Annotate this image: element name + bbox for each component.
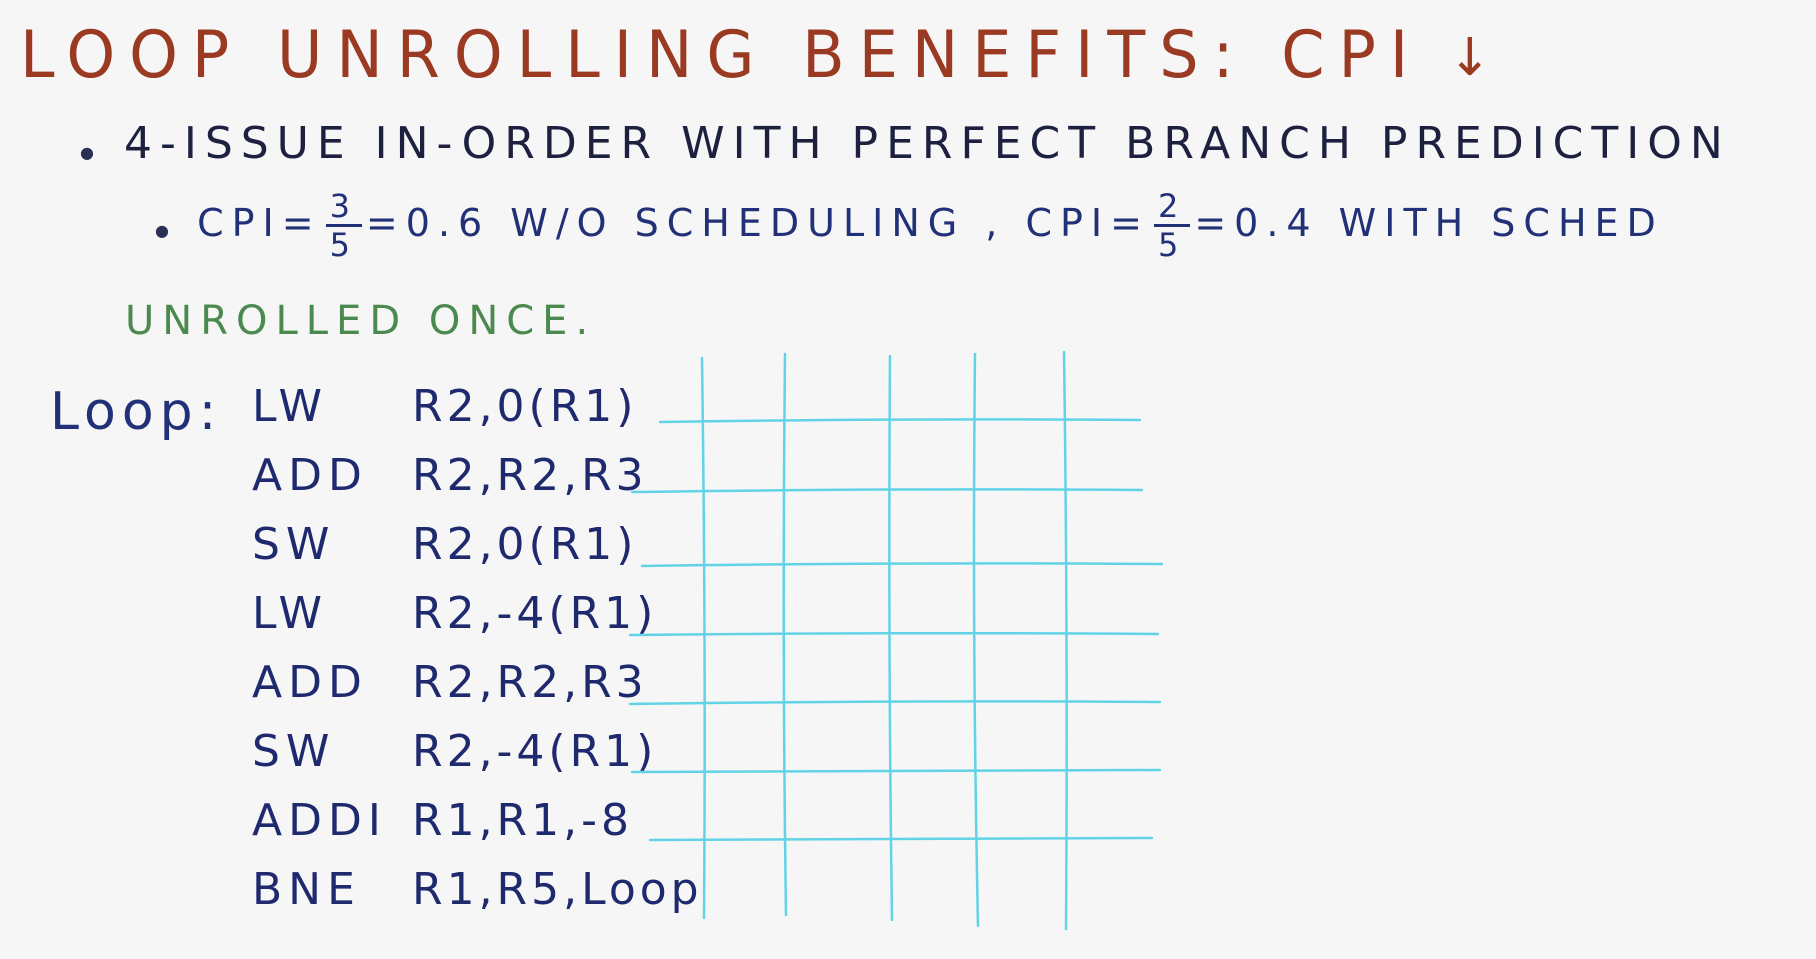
opcode: SW — [252, 519, 336, 570]
operands: R2,-4(R1) — [412, 588, 658, 639]
cpi-result: =0.6 W/O SCHEDULING , — [365, 201, 1006, 245]
operands: R2,-4(R1) — [412, 726, 658, 777]
grid-row-line — [648, 836, 1154, 842]
loop-label: Loop: — [50, 382, 223, 442]
cpi-label: CPI= — [197, 201, 322, 245]
opcode: SW — [252, 726, 336, 777]
bullet-issue-text: 4-ISSUE IN-ORDER WITH PERFECT BRANCH PRE… — [123, 118, 1731, 169]
code-line: LW R2,0(R1) — [252, 372, 703, 441]
code-line: ADD R2,R2,R3 — [252, 648, 703, 717]
operands: R1,R1,-8 — [412, 795, 633, 846]
operands: R2,R2,R3 — [412, 450, 648, 501]
operands: R2,0(R1) — [412, 519, 638, 570]
schedule-grid — [628, 350, 1164, 930]
bullet-dot-icon: ● — [80, 143, 102, 162]
grid-row-line — [630, 488, 1144, 494]
grid-column-line — [888, 354, 894, 922]
fraction-denominator: 5 — [1157, 226, 1187, 264]
opcode: BNE — [252, 864, 361, 915]
code-line: LW R2,-4(R1) — [252, 579, 703, 648]
opcode: ADD — [252, 450, 368, 501]
fraction-denominator: 5 — [329, 226, 358, 264]
grid-row-line — [658, 418, 1142, 424]
grid-column-line — [1062, 350, 1068, 930]
bullet-dot-icon: ● — [155, 221, 177, 240]
grid-column-line — [972, 352, 980, 928]
cpi-result: =0.4 WITH SCHED — [1194, 201, 1664, 245]
cpi-label: CPI= — [1025, 201, 1150, 245]
code-listing: LW R2,0(R1) ADD R2,R2,R3 SW R2,0(R1) LW … — [252, 372, 703, 924]
grid-row-line — [628, 631, 1160, 637]
bullet-cpi: ● CPI= 3 5 =0.6 W/O SCHEDULING , CPI= 2 5 =0.4… — [155, 190, 1664, 261]
operands: R1,R5,Loop — [412, 864, 703, 915]
code-line: BNE R1,R5,Loop — [252, 855, 703, 924]
code-line: SW R2,0(R1) — [252, 510, 703, 579]
page-title: LOOP UNROLLING BENEFITS: CPI — [20, 16, 1423, 93]
grid-row-line — [630, 768, 1162, 774]
operands: R2,R2,R3 — [412, 657, 648, 708]
opcode: ADD — [252, 657, 368, 708]
grid-row-line — [640, 562, 1164, 568]
code-line: ADDI R1,R1,-8 — [252, 786, 703, 855]
grid-column-line — [700, 356, 706, 920]
code-line: SW R2,-4(R1) — [252, 717, 703, 786]
grid-row-line — [628, 700, 1162, 706]
code-line: ADD R2,R2,R3 — [252, 441, 703, 510]
fraction-numerator: 3 — [325, 190, 362, 227]
opcode: ADDI — [252, 795, 387, 846]
down-arrow-icon: ↓ — [1448, 28, 1492, 88]
operands: R2,0(R1) — [412, 381, 638, 432]
bullet-issue-width: ● 4-ISSUE IN-ORDER WITH PERFECT BRANCH P… — [80, 118, 1731, 169]
fraction-numerator: 2 — [1153, 190, 1191, 227]
unrolled-label: UNROLLED ONCE. — [125, 298, 597, 344]
opcode: LW — [252, 381, 328, 432]
grid-column-line — [782, 352, 788, 917]
opcode: LW — [252, 588, 328, 639]
